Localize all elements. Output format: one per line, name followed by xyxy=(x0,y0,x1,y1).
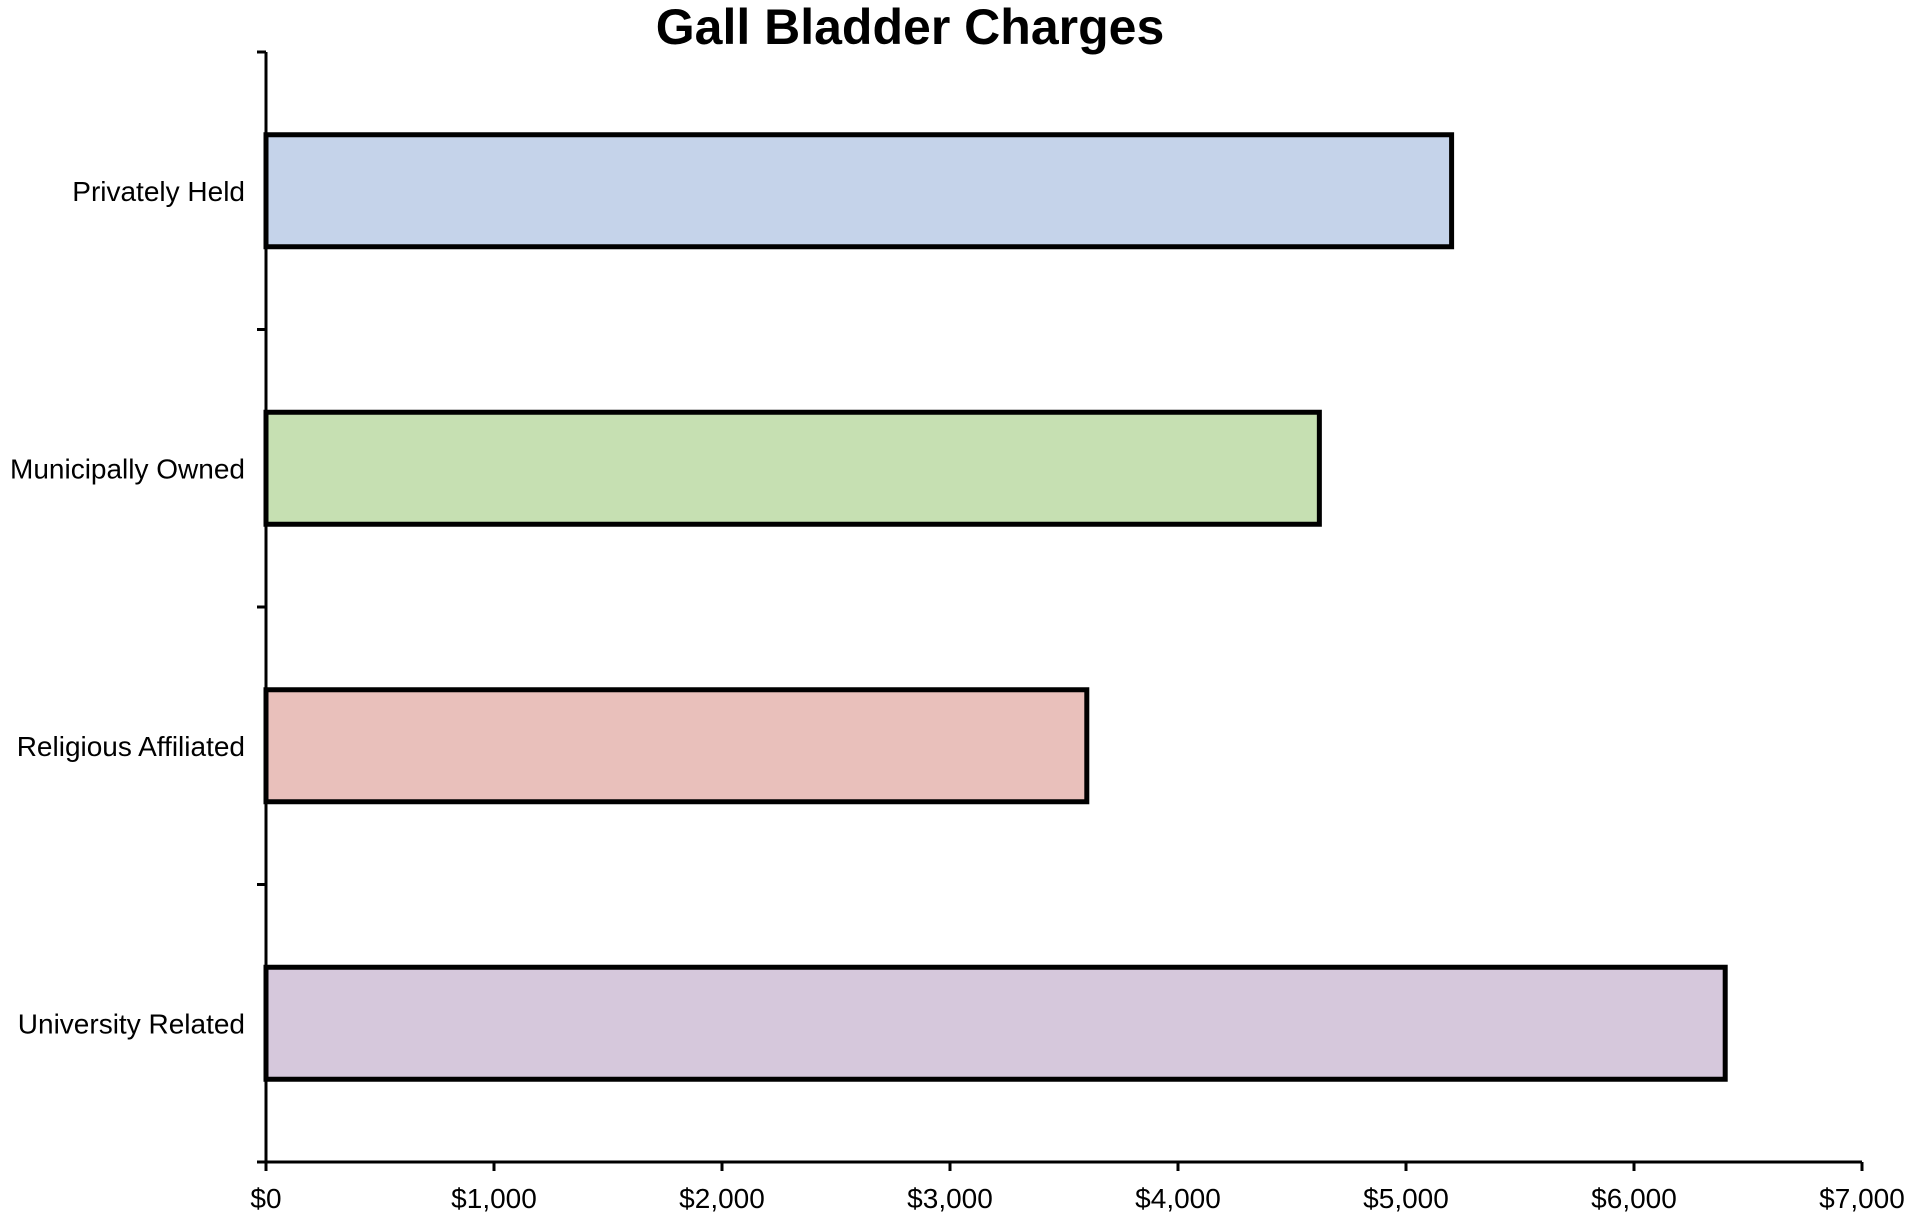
x-axis: $0 $1,000 $2,000 $3,000 $4,000 $5,000 $6,000 $7… xyxy=(250,1160,1905,1214)
category-label: Religious Affiliated xyxy=(17,731,245,762)
category-label: University Related xyxy=(18,1008,245,1039)
y-axis: Privately Held Municipally Owned Religious… xyxy=(10,50,268,1164)
x-tick-label: $0 xyxy=(250,1183,281,1214)
x-tick-label: $2,000 xyxy=(679,1183,765,1214)
chart-title: Gall Bladder Charges xyxy=(656,0,1165,55)
bar xyxy=(263,687,1090,805)
x-tick-label: $3,000 xyxy=(907,1183,993,1214)
x-tick-label: $6,000 xyxy=(1591,1183,1677,1214)
bar xyxy=(263,132,1455,250)
bar xyxy=(263,964,1728,1082)
x-tick-label: $4,000 xyxy=(1135,1183,1221,1214)
x-tick-label: $5,000 xyxy=(1363,1183,1449,1214)
category-label: Privately Held xyxy=(72,176,245,207)
x-tick-label: $1,000 xyxy=(451,1183,537,1214)
bar xyxy=(263,409,1322,527)
bars xyxy=(263,132,1728,1082)
x-tick-label: $7,000 xyxy=(1819,1183,1905,1214)
category-label: Municipally Owned xyxy=(10,453,245,484)
